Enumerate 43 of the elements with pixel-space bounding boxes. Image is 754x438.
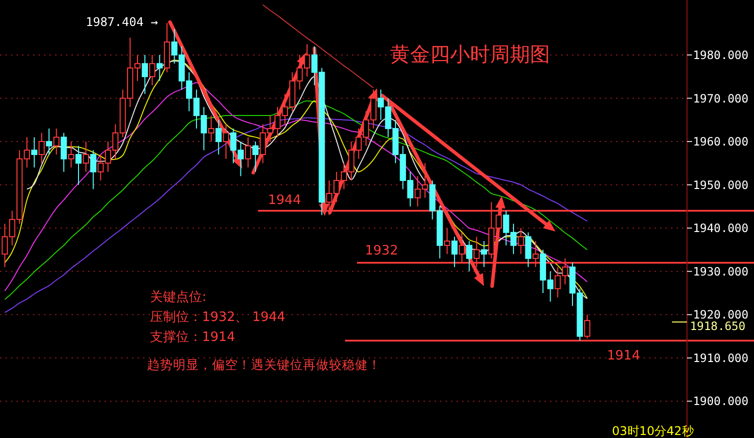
- candlestick: [222, 124, 230, 160]
- candlestick: [208, 115, 214, 142]
- y-tick-label: 1960.000: [693, 134, 748, 149]
- y-tick-label: 1970.000: [693, 91, 748, 106]
- y-tick-label: 1920.000: [693, 308, 748, 322]
- ref-line-label: 1932: [365, 244, 398, 259]
- candlestick: [46, 128, 52, 156]
- ref-line-label: 1914: [607, 348, 640, 364]
- candlestick: [466, 240, 472, 272]
- candlestick: [53, 128, 60, 156]
- candlestick: [252, 141, 259, 172]
- annotation: 1987.404 →: [86, 15, 158, 29]
- text: 黄金四小时周期图: [390, 42, 550, 66]
- candlestick: [68, 141, 74, 168]
- candlestick: [38, 132, 45, 164]
- candlestick: [451, 236, 458, 268]
- annotation: 支撑位：1914: [150, 330, 236, 345]
- text: 1918.650: [690, 319, 746, 333]
- y-tick-label: 1930.000: [693, 264, 748, 278]
- y-tick-label: 1950.000: [693, 178, 748, 192]
- candlestick: [480, 240, 488, 268]
- candlestick: [444, 228, 450, 255]
- candlestick: [149, 54, 156, 86]
- ref-line-label: 1944: [268, 192, 302, 208]
- text: 03时10分42秒: [612, 424, 694, 438]
- candlestick: [216, 119, 222, 156]
- annotation: 关键点位:: [150, 290, 206, 305]
- candlestick: [31, 136, 38, 168]
- y-tick-label: 1940.000: [693, 221, 748, 236]
- candlestick: [75, 145, 82, 186]
- y-tick-label: 1910.000: [693, 350, 748, 365]
- y-tick-label: 1900.000: [693, 394, 748, 408]
- candlestick: [518, 228, 524, 255]
- candlestick: [245, 136, 252, 168]
- annotation: 趋势明显，偏空！遇关键位再做较稳健！: [147, 357, 381, 372]
- candlestick: [60, 132, 67, 172]
- candlestick: [90, 150, 96, 190]
- y-tick-label: 1980.000: [693, 48, 748, 62]
- candlestick: [156, 54, 163, 82]
- candlestick: [142, 54, 148, 94]
- candlestick: [525, 232, 532, 268]
- annotation: 压制位：1932、 1944: [150, 310, 286, 325]
- candlestick: [82, 141, 89, 172]
